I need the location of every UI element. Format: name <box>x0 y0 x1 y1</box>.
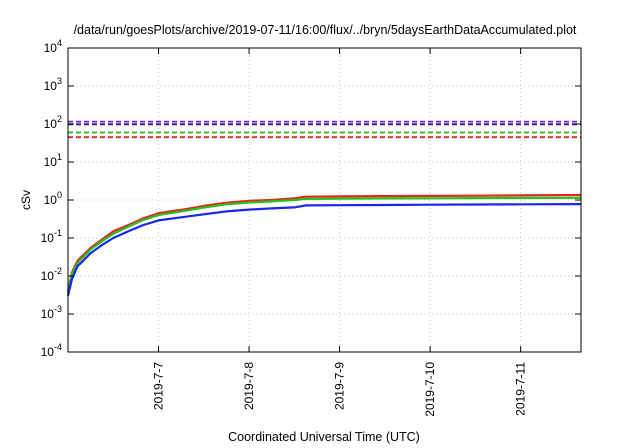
series-line <box>66 193 582 292</box>
x-tick-label: 2019-7-8 <box>242 362 256 410</box>
y-tick-label: 10-1 <box>41 228 62 245</box>
y-tick-label: 10-2 <box>41 266 62 283</box>
y-tick-label: 10-4 <box>41 342 62 359</box>
threshold-lines <box>68 120 581 139</box>
y-axis: 10-4 10-3 10-2 10-1 100 101 102 103 104 <box>41 38 581 359</box>
x-tick-label: 2019-7-11 <box>514 362 528 416</box>
chart-title: /data/run/goesPlots/archive/2019-07-11/1… <box>74 23 577 37</box>
y-tick-label: 104 <box>44 38 62 55</box>
x-tick-label: 2019-7-10 <box>423 362 437 417</box>
y-axis-label: cSv <box>19 190 33 210</box>
x-axis-label: Coordinated Universal Time (UTC) <box>228 430 420 444</box>
y-tick-label: 103 <box>44 76 62 93</box>
y-tick-label: 100 <box>44 190 62 207</box>
series-line <box>66 203 582 297</box>
series-lines <box>66 193 582 297</box>
grid <box>68 48 581 352</box>
y-tick-label: 10-3 <box>41 304 62 321</box>
x-axis: 2019-7-7 2019-7-8 2019-7-9 2019-7-10 2019-7-… <box>152 48 528 417</box>
x-tick-label: 2019-7-9 <box>333 362 347 410</box>
series-line <box>66 196 582 294</box>
x-tick-label: 2019-7-7 <box>152 362 166 410</box>
y-tick-label: 102 <box>44 114 62 131</box>
y-tick-label: 101 <box>44 152 62 169</box>
